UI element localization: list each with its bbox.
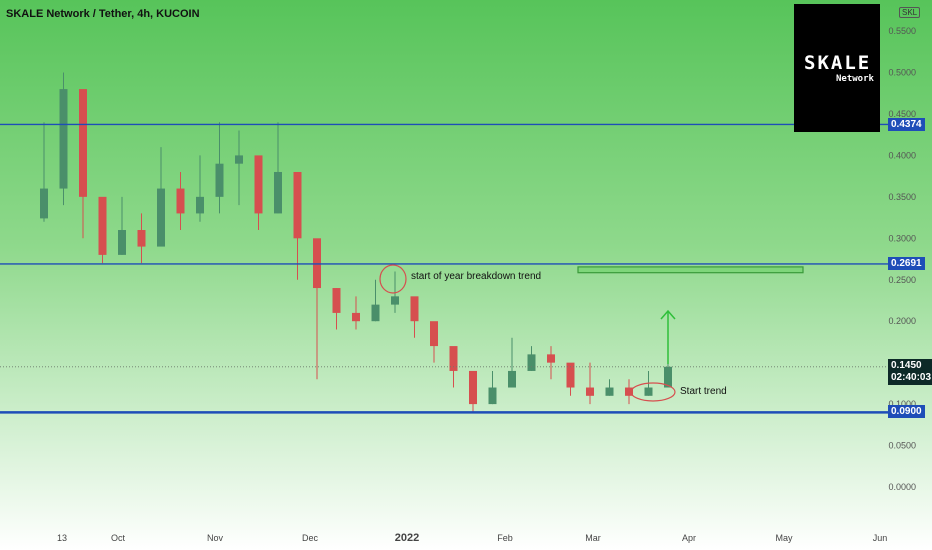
- y-tick-label: 0.0500: [888, 441, 916, 451]
- logo-wordmark: SKALE: [804, 52, 872, 74]
- candle-body: [508, 370, 516, 388]
- x-tick-label: May: [775, 533, 793, 543]
- y-tick-label: 0.5000: [888, 68, 916, 78]
- candle-body: [644, 387, 653, 396]
- candle-body: [391, 296, 399, 305]
- candle-body: [137, 230, 146, 247]
- y-tick-label: 0.1000: [888, 399, 916, 409]
- candle-body: [157, 188, 165, 247]
- skale-logo: SKALE Network: [794, 4, 880, 132]
- candle-body: [371, 304, 380, 322]
- y-tick-label: 0.3500: [888, 192, 916, 202]
- y-tick-label: 0.3000: [888, 233, 916, 243]
- x-tick-label: 13: [57, 533, 67, 543]
- candle-body: [215, 163, 224, 197]
- candle-body: [176, 188, 185, 214]
- candle-body: [625, 387, 633, 396]
- y-tick-label: 0.4500: [888, 109, 916, 119]
- x-tick-label: Dec: [302, 533, 319, 543]
- candle-body: [469, 370, 477, 405]
- candle-body: [527, 354, 536, 371]
- candle-body: [547, 354, 555, 363]
- candle-body: [196, 196, 204, 214]
- start-trend-ellipse: [630, 382, 676, 402]
- y-tick-label: 0.2500: [888, 275, 916, 285]
- candle-body: [488, 387, 497, 405]
- candle-body: [98, 196, 107, 255]
- level-lines-layer: [0, 123, 888, 414]
- x-tick-label: Jun: [873, 533, 888, 543]
- candle-body: [352, 312, 360, 322]
- annotation-breakdown: start of year breakdown trend: [411, 271, 542, 282]
- logo-subtitle: Network: [836, 74, 874, 84]
- x-tick-label: Apr: [682, 533, 696, 543]
- price-tag-mid: 0.2691: [888, 257, 925, 270]
- candle-body: [235, 155, 243, 164]
- annotation-layer: [379, 264, 804, 402]
- candle-body: [40, 188, 48, 219]
- target-zone-box: [577, 266, 804, 274]
- price-tag-low: 0.0900: [888, 405, 925, 418]
- candle-body: [605, 387, 614, 396]
- breakdown-circle: [379, 264, 407, 294]
- candle-body: [332, 288, 341, 313]
- candle-body: [79, 89, 87, 197]
- candle-body: [313, 238, 321, 289]
- x-tick-label: 2022: [395, 532, 419, 544]
- candle-body: [254, 155, 263, 214]
- chart-title: SKALE Network / Tether, 4h, KUCOIN: [6, 8, 200, 20]
- candle-body: [59, 89, 68, 189]
- candle-body: [274, 171, 282, 214]
- y-tick-label: 0.0000: [888, 482, 916, 492]
- candle-body: [586, 387, 594, 396]
- price-tag-high: 0.4374: [888, 118, 925, 131]
- up-arrow-icon: [660, 309, 676, 320]
- candle-body: [430, 321, 438, 347]
- current-price-value: 0.1450: [891, 360, 922, 371]
- ticker-badge[interactable]: SKL: [899, 7, 921, 18]
- candle-body: [410, 296, 419, 322]
- bar-countdown: 02:40:03: [891, 372, 932, 383]
- x-tick-label: Nov: [207, 533, 224, 543]
- candle-body: [664, 366, 672, 388]
- x-tick-label: Mar: [585, 533, 601, 543]
- x-axis-ticks: 13 Oct Nov Dec 2022 Feb Mar Apr May Jun: [57, 532, 887, 544]
- candles-layer: [40, 72, 672, 413]
- candle-body: [449, 346, 458, 371]
- annotation-start-trend: Start trend: [680, 386, 727, 397]
- price-tag-current: 0.1450 02:40:03: [888, 359, 932, 385]
- y-tick-label: 0.5500: [888, 26, 916, 36]
- y-tick-label: 0.4000: [888, 150, 916, 160]
- y-tick-label: 0.2000: [888, 316, 916, 326]
- x-tick-label: Oct: [111, 533, 126, 543]
- candle-body: [566, 362, 575, 388]
- candle-body: [293, 171, 302, 239]
- candle-body: [118, 230, 126, 255]
- x-tick-label: Feb: [497, 533, 513, 543]
